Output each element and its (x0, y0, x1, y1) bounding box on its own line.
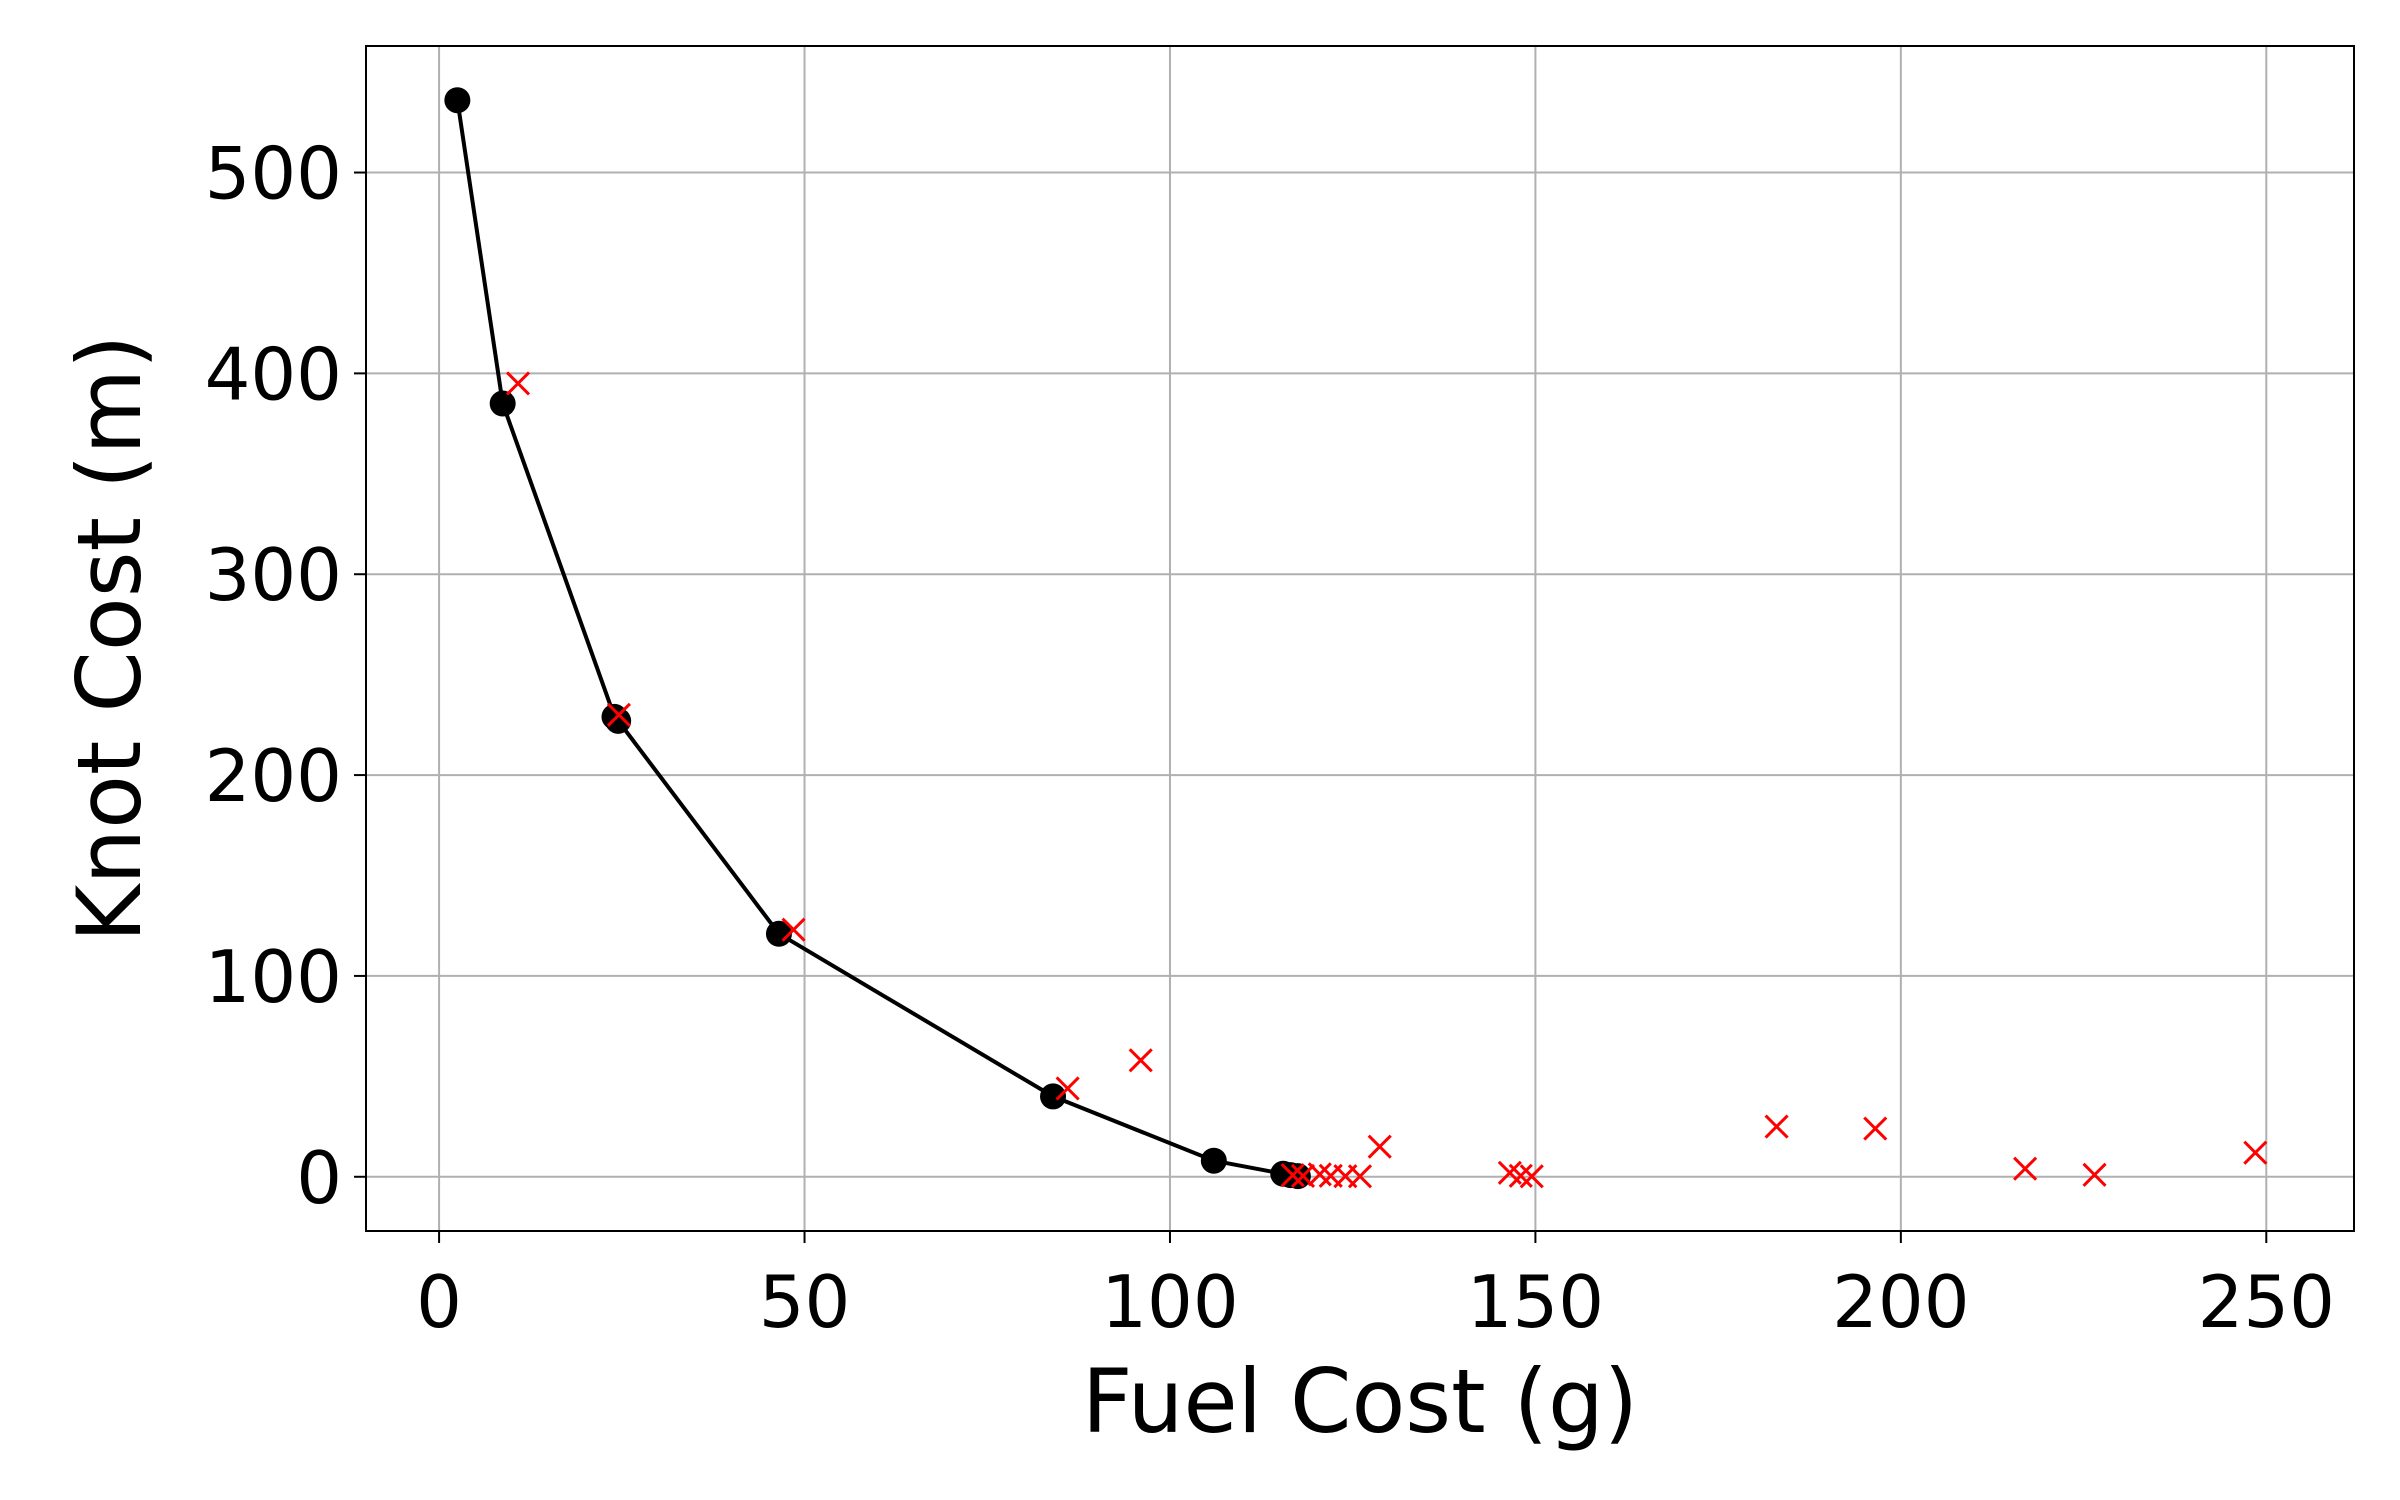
data-points (444, 87, 2268, 1190)
y-tick-label: 400 (205, 332, 342, 416)
circle-point (1040, 1083, 1067, 1110)
x-point (1367, 1134, 1392, 1159)
circle-point (765, 920, 792, 947)
x-point (2013, 1156, 2038, 1181)
y-axis-title: Knot Cost (m) (58, 335, 161, 943)
x-tick-label: 250 (2198, 1260, 2335, 1344)
y-tick-label: 300 (205, 533, 342, 617)
x-point (1055, 1076, 1080, 1101)
circle-point (444, 87, 471, 114)
x-point (1519, 1164, 1544, 1189)
x-point (505, 371, 531, 396)
x-point (1764, 1114, 1789, 1139)
x-tick-label: 150 (1467, 1260, 1604, 1344)
circle-point (489, 390, 516, 417)
plot-area-frame (365, 45, 2355, 1232)
x-tick-label: 200 (1832, 1260, 1969, 1344)
x-point (781, 917, 806, 942)
x-tick-label: 50 (759, 1260, 851, 1344)
x-point (2082, 1162, 2107, 1187)
x-point (606, 702, 631, 727)
x-point (1863, 1116, 1888, 1141)
circle-point (605, 707, 632, 734)
x-point (1128, 1048, 1153, 1073)
grid-lines (366, 46, 2354, 1231)
y-tick-label: 0 (296, 1136, 342, 1220)
x-point (2243, 1140, 2268, 1165)
x-axis-title: Fuel Cost (g) (1082, 1350, 1638, 1453)
axis-ticks: 0 50 100 150 200 250 0 100 200 300 400 500 (205, 132, 2335, 1344)
x-point (1280, 1163, 1305, 1188)
x-point (1307, 1162, 1332, 1187)
y-tick-label: 100 (205, 935, 342, 1019)
circle-point (1284, 1163, 1311, 1190)
y-tick-label: 200 (205, 734, 342, 818)
x-point (1347, 1164, 1373, 1189)
circle-point (1200, 1147, 1227, 1174)
x-tick-label: 0 (416, 1260, 462, 1344)
x-tick-label: 100 (1101, 1260, 1238, 1344)
x-point (1508, 1163, 1533, 1188)
y-tick-label: 500 (205, 132, 342, 216)
